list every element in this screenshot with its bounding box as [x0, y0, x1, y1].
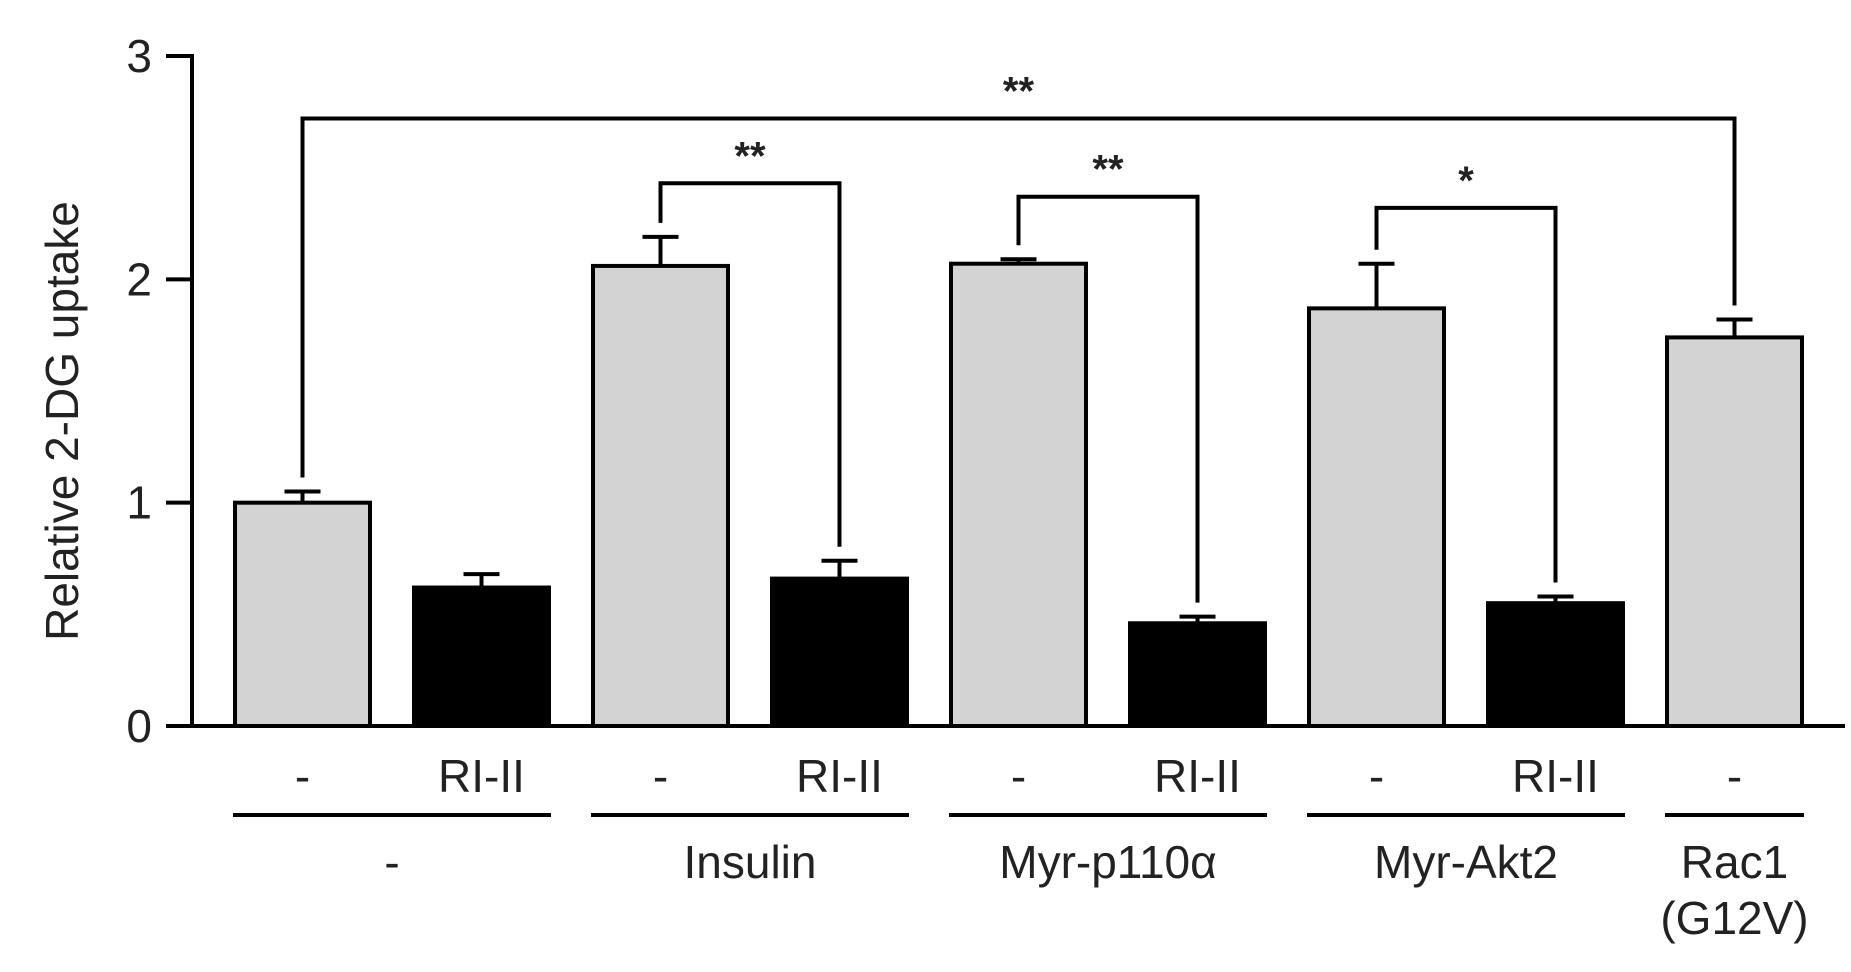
y-tick-label: 3 [126, 30, 152, 82]
significance-label: ** [1003, 70, 1035, 114]
condition-label: - [1727, 750, 1742, 802]
condition-label: - [295, 750, 310, 802]
bar [233, 500, 372, 728]
group-label: - [384, 836, 399, 888]
group-label: Myr-Akt2 [1374, 836, 1558, 888]
significance-label: * [1458, 159, 1474, 203]
significance-bracket [1374, 205, 1558, 583]
significance-bracket [658, 181, 842, 547]
bar [591, 263, 730, 728]
y-axis-title: Relative 2-DG uptake [36, 201, 88, 641]
condition-label: - [1011, 750, 1026, 802]
group-label: (G12V) [1660, 892, 1808, 944]
significance-label: ** [734, 134, 766, 178]
group-label: Rac1 [1681, 836, 1788, 888]
condition-label: RI-II [1154, 750, 1241, 802]
significance-bracket [1016, 194, 1200, 603]
bar [770, 576, 909, 728]
bar [1128, 621, 1267, 728]
condition-label: - [653, 750, 668, 802]
bar [412, 585, 551, 728]
significance-label: ** [1092, 148, 1124, 192]
bar [1486, 601, 1625, 729]
group-label: Insulin [684, 836, 817, 888]
condition-label: RI-II [796, 750, 883, 802]
y-tick-label: 1 [126, 477, 152, 529]
y-tick-label: 2 [126, 253, 152, 305]
bar [1307, 306, 1446, 728]
condition-label: - [1369, 750, 1384, 802]
condition-label: RI-II [438, 750, 525, 802]
condition-label: RI-II [1512, 750, 1599, 802]
bar [1665, 335, 1804, 728]
significance-bracket [300, 116, 1737, 478]
y-tick-label: 0 [126, 700, 152, 752]
group-label: Myr-p110α [999, 836, 1216, 888]
bar [949, 261, 1088, 728]
